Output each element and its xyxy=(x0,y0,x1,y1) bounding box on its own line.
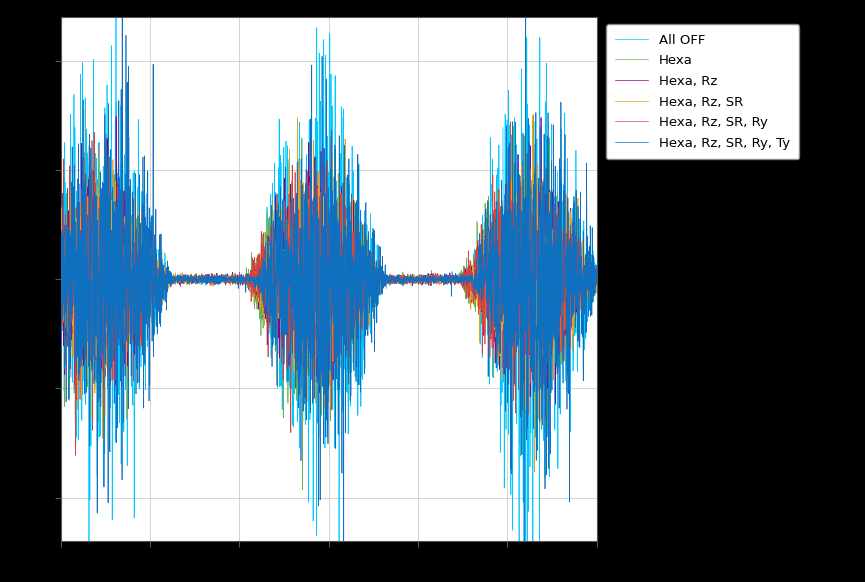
Hexa, Rz, SR xyxy=(149,255,159,262)
Legend: All OFF, Hexa, Hexa, Rz, Hexa, Rz, SR, Hexa, Rz, SR, Ry, Hexa, Rz, SR, Ry, Ty: All OFF, Hexa, Hexa, Rz, Hexa, Rz, SR, H… xyxy=(606,24,799,159)
Hexa, Rz, SR xyxy=(55,294,66,301)
Hexa, Rz xyxy=(55,313,66,320)
Hexa, Rz, SR xyxy=(79,107,89,113)
All OFF xyxy=(592,271,602,278)
Hexa xyxy=(55,244,66,251)
Hexa, Rz xyxy=(261,268,272,275)
Hexa, Rz, SR, Ry xyxy=(117,286,127,293)
Hexa, Rz xyxy=(149,259,159,266)
Hexa xyxy=(117,271,127,278)
Hexa, Rz, SR, Ry, Ty xyxy=(261,270,272,277)
Hexa, Rz, SR, Ry, Ty xyxy=(523,266,534,273)
Hexa, Rz, SR, Ry xyxy=(70,452,80,459)
Hexa, Rz xyxy=(592,275,602,282)
Hexa, Rz, SR, Ry, Ty xyxy=(592,269,602,276)
Hexa xyxy=(528,111,538,118)
Hexa, Rz, SR, Ry xyxy=(523,329,534,336)
Hexa, Rz, SR, Ry xyxy=(149,297,159,304)
All OFF xyxy=(581,287,592,294)
Hexa, Rz xyxy=(523,352,534,359)
Hexa xyxy=(285,270,295,277)
Hexa, Rz, SR xyxy=(261,232,272,239)
Line: Hexa, Rz, SR, Ry: Hexa, Rz, SR, Ry xyxy=(61,122,597,455)
Line: Hexa, Rz, SR: Hexa, Rz, SR xyxy=(61,110,597,472)
Hexa, Rz, SR, Ry xyxy=(55,328,66,335)
Hexa, Rz, SR, Ry xyxy=(261,276,272,283)
Hexa xyxy=(298,487,308,494)
All OFF xyxy=(523,197,534,204)
Hexa, Rz xyxy=(537,421,548,428)
Hexa, Rz, SR, Ry xyxy=(592,274,602,281)
Hexa xyxy=(261,266,272,273)
Hexa, Rz xyxy=(285,270,295,277)
Hexa, Rz, SR, Ry, Ty xyxy=(117,343,127,350)
Line: Hexa, Rz, SR, Ry, Ty: Hexa, Rz, SR, Ry, Ty xyxy=(61,0,597,582)
Hexa, Rz xyxy=(581,257,592,264)
All OFF xyxy=(261,283,272,290)
Hexa xyxy=(523,220,534,227)
Line: Hexa, Rz: Hexa, Rz xyxy=(61,116,597,425)
Hexa, Rz xyxy=(111,113,121,120)
Hexa xyxy=(581,276,592,283)
Hexa, Rz, SR, Ry, Ty xyxy=(285,270,295,277)
Line: Hexa: Hexa xyxy=(61,115,597,490)
All OFF xyxy=(521,565,531,572)
Hexa, Rz, SR, Ry, Ty xyxy=(55,307,66,314)
Hexa, Rz, SR xyxy=(285,146,295,152)
Hexa xyxy=(148,272,158,279)
Hexa, Rz, SR, Ry xyxy=(581,251,592,258)
Hexa, Rz, SR xyxy=(581,273,592,280)
Hexa, Rz, SR, Ry xyxy=(505,118,516,125)
Hexa xyxy=(592,274,602,281)
Line: All OFF: All OFF xyxy=(61,17,597,568)
Hexa, Rz, SR xyxy=(117,266,127,273)
Hexa, Rz, SR, Ry, Ty xyxy=(581,328,592,335)
Hexa, Rz, SR, Ry xyxy=(285,350,295,357)
All OFF xyxy=(285,384,295,391)
Hexa, Rz, SR xyxy=(592,281,602,288)
All OFF xyxy=(55,211,66,218)
All OFF xyxy=(149,265,159,272)
Hexa, Rz, SR, Ry, Ty xyxy=(148,353,158,360)
All OFF xyxy=(117,215,127,222)
Hexa, Rz, SR xyxy=(523,266,534,273)
Hexa, Rz xyxy=(117,297,127,304)
All OFF xyxy=(111,13,121,20)
Hexa, Rz, SR xyxy=(529,469,540,475)
